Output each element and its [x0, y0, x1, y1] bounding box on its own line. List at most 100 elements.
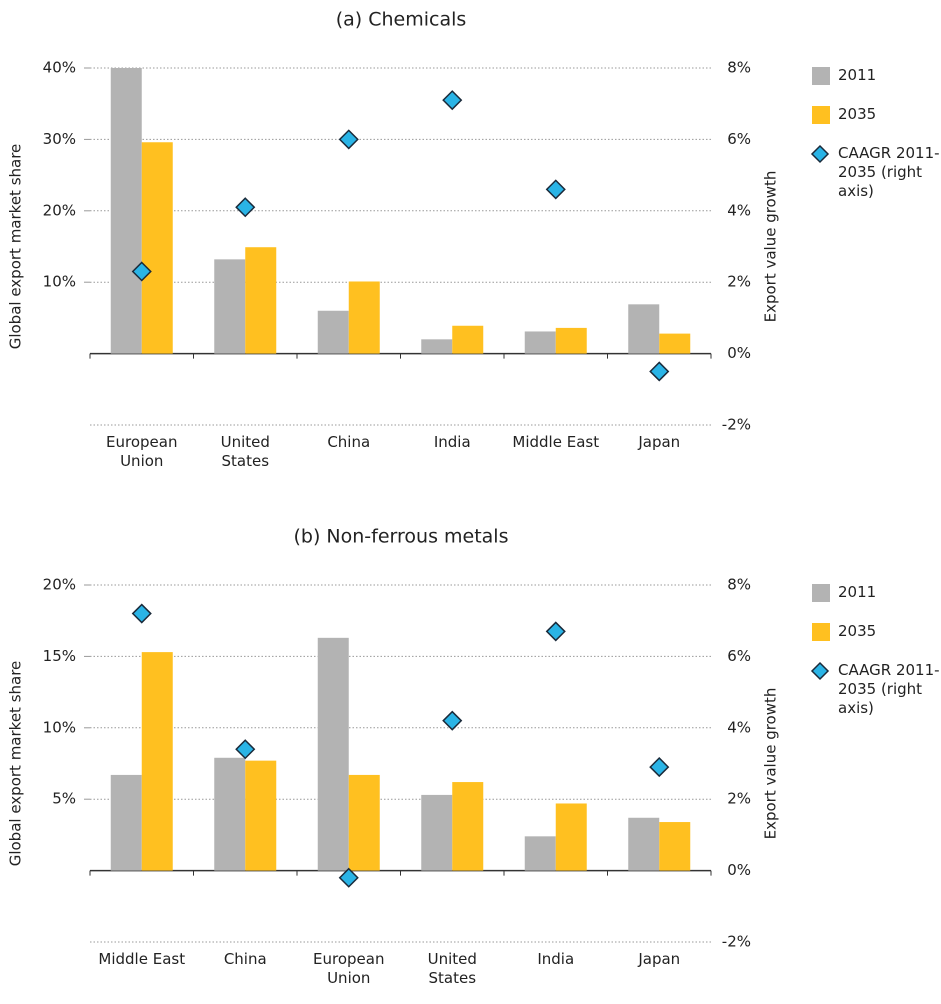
y-tick-label: 15% [43, 647, 76, 665]
legend-swatch [810, 144, 830, 164]
legend-label: CAAGR 2011-2035 (right axis) [838, 144, 940, 200]
y2-tick-label: 2% [727, 273, 751, 291]
y2-tick-label: 2% [727, 790, 751, 808]
bar [659, 333, 691, 354]
x-tick-label: European Union [313, 950, 385, 987]
y-tick-label: 10% [43, 273, 76, 291]
y2-tick-label: 8% [727, 59, 751, 77]
y-tick-label: 20% [43, 576, 76, 594]
diamond-marker [545, 179, 566, 200]
y2-tick-label: 4% [727, 201, 751, 219]
x-tick-label-box: Japan [638, 950, 681, 968]
x-tick-label-box: China [327, 433, 370, 451]
x-tick-label-box: European Union [106, 433, 178, 470]
x-tick-label-box: European Union [313, 950, 385, 987]
bar [659, 822, 691, 871]
x-tick-label-box: Middle East [512, 433, 600, 451]
legend-label-box: CAAGR 2011-2035 (right axis) [838, 661, 940, 717]
diamond-marker [442, 90, 463, 111]
x-tick-label: Middle East [98, 950, 186, 968]
y-axis-label: Global export market share [7, 144, 25, 350]
legend-swatch [812, 584, 830, 602]
legend-label: CAAGR 2011-2035 (right axis) [838, 661, 940, 717]
diamond-marker [649, 757, 670, 778]
x-tick-label: Middle East [512, 433, 600, 451]
bar [348, 281, 380, 354]
y2-tick-label: 6% [727, 647, 751, 665]
diamond-marker [235, 739, 256, 760]
legend-label: 2011 [838, 66, 877, 84]
bar [524, 836, 556, 871]
legend-label: 2035 [838, 105, 877, 123]
y2-tick-label: 0% [727, 344, 751, 362]
x-tick-label-box: China [223, 950, 267, 968]
diamond-marker [131, 603, 152, 624]
x-tick-label: India [537, 950, 575, 968]
bar [628, 304, 660, 354]
bar [452, 325, 484, 354]
legend-label: 2011 [838, 583, 877, 601]
diamond-marker [131, 261, 152, 282]
bar [141, 142, 173, 354]
x-tick-label: United States [427, 950, 477, 987]
x-tick-label: Japan [638, 950, 681, 968]
y-tick-label: 10% [43, 718, 76, 736]
legend-swatch [812, 106, 830, 124]
diamond-marker [442, 710, 463, 731]
bar [555, 803, 587, 871]
bar [245, 247, 277, 354]
legend-label-box: 2035 [838, 622, 877, 640]
x-tick-label: United States [220, 433, 270, 470]
y2-tick-label: 4% [727, 718, 751, 736]
y2-tick-label: 6% [727, 130, 751, 148]
y-axis-label: Global export market share [7, 661, 25, 867]
x-tick-label-box: Middle East [98, 950, 186, 968]
x-tick-label-box: United States [220, 433, 270, 470]
x-tick-label: European Union [106, 433, 178, 470]
bar [214, 259, 246, 354]
legend-label: 2035 [838, 622, 877, 640]
legend-label-box: 2035 [838, 105, 877, 123]
legend-label-box: 2011 [838, 66, 877, 84]
x-tick-label-box: Japan [638, 433, 681, 451]
x-tick-label: Japan [638, 433, 681, 451]
y-tick-label: 5% [52, 790, 76, 808]
y-tick-label: 30% [43, 130, 76, 148]
bar [348, 774, 380, 871]
y2-tick-label: -2% [722, 416, 751, 434]
bar [555, 327, 587, 354]
legend-label-box: 2011 [838, 583, 877, 601]
y2-tick-label: 0% [727, 861, 751, 879]
diamond-marker [235, 197, 256, 218]
bar [110, 68, 142, 354]
diamond-marker [338, 867, 359, 888]
x-tick-label: India [433, 433, 471, 451]
chart-title: (a) Chemicals [336, 9, 467, 31]
diamond-marker [649, 361, 670, 382]
bar [214, 757, 246, 871]
bar [110, 774, 142, 871]
bar [452, 782, 484, 871]
y2-tick-label: 8% [727, 576, 751, 594]
chart-title: (b) Non-ferrous metals [294, 526, 509, 548]
diamond-marker [545, 621, 566, 642]
bar [628, 817, 660, 871]
bar [317, 310, 349, 354]
x-tick-label: China [223, 950, 267, 968]
bar [421, 794, 453, 871]
y2-tick-label: -2% [722, 933, 751, 951]
bar [317, 637, 349, 871]
diamond-marker [338, 129, 359, 150]
legend-swatch [810, 661, 830, 681]
y2-axis-label: Export value growth [762, 171, 780, 323]
x-tick-label-box: India [433, 433, 471, 451]
bar [524, 331, 556, 354]
x-tick-label-box: India [537, 950, 575, 968]
y-tick-label: 20% [43, 201, 76, 219]
y2-axis-label: Export value growth [762, 688, 780, 840]
legend-swatch [812, 623, 830, 641]
x-tick-label-box: United States [427, 950, 477, 987]
y-tick-label: 40% [43, 59, 76, 77]
